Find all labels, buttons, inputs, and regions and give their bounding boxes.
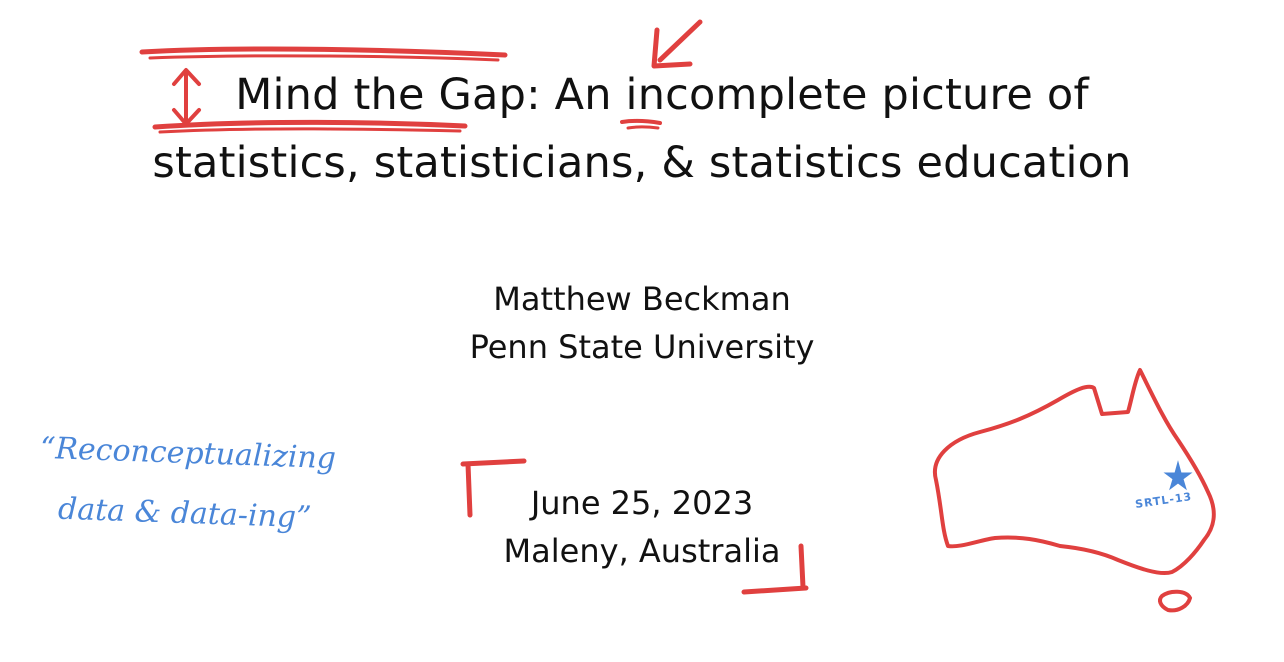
- bracket-top-left: [460, 458, 527, 518]
- arrow-icon: [651, 19, 703, 69]
- in-underline-2: [626, 125, 660, 130]
- affiliation: Penn State University: [469, 328, 815, 366]
- double-arrow-icon: [172, 68, 201, 126]
- bracket-bottom-right: [741, 543, 809, 595]
- title-top-strike: [139, 46, 508, 58]
- presentation-location: Maleny, Australia: [503, 532, 781, 570]
- title-underline: [152, 119, 468, 130]
- title-line-1: Mind the Gap: An incomplete picture of: [235, 70, 1089, 120]
- title-line-2: statistics, statisticians, & statistics …: [152, 138, 1132, 188]
- australia-map-icon: [932, 368, 1216, 575]
- author-name: Matthew Beckman: [493, 280, 791, 318]
- title-underline-2: [158, 127, 462, 134]
- in-underline: [620, 118, 662, 125]
- presentation-date: June 25, 2023: [530, 484, 754, 522]
- tasmania-map-icon: [1158, 589, 1193, 613]
- star-icon: [1163, 460, 1193, 491]
- title-top-strike-2: [148, 54, 500, 62]
